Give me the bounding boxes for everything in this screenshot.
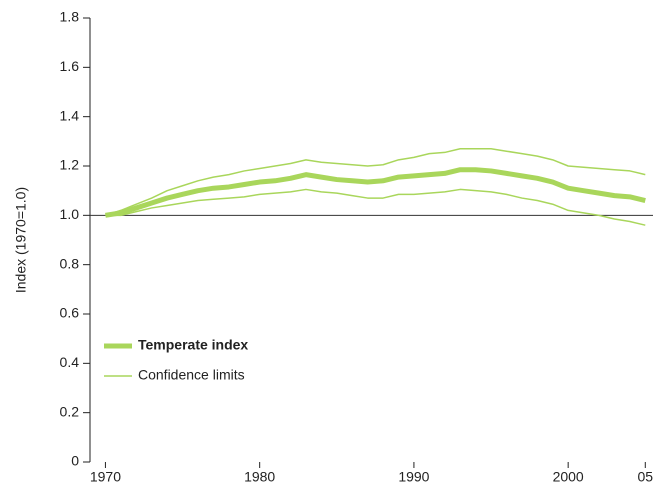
x-tick-label: 1990 bbox=[398, 469, 429, 483]
legend-label: Confidence limits bbox=[138, 367, 245, 383]
x-tick-label: 1970 bbox=[90, 469, 121, 483]
y-tick-label: 0.6 bbox=[60, 305, 80, 321]
x-tick-label: 05 bbox=[637, 469, 653, 483]
series-line bbox=[105, 147, 646, 217]
y-tick-label: 0.2 bbox=[60, 403, 80, 419]
y-tick-label: 1.2 bbox=[60, 157, 80, 173]
x-tick-label: 2000 bbox=[553, 469, 584, 483]
x-tick-label: 1980 bbox=[244, 469, 275, 483]
y-tick-label: 1.8 bbox=[60, 9, 80, 25]
y-tick-label: 1.6 bbox=[60, 58, 80, 74]
y-tick-label: 0 bbox=[71, 453, 79, 469]
legend-label: Temperate index bbox=[138, 337, 248, 353]
y-tick-label: 0.8 bbox=[60, 255, 80, 271]
y-tick-label: 1.4 bbox=[60, 107, 80, 123]
y-tick-label: 0.4 bbox=[60, 354, 80, 370]
y-tick-label: 1.0 bbox=[60, 206, 80, 222]
series-line bbox=[105, 188, 646, 226]
y-axis-label: Index (1970=1.0) bbox=[13, 187, 29, 293]
series-line bbox=[105, 167, 646, 218]
